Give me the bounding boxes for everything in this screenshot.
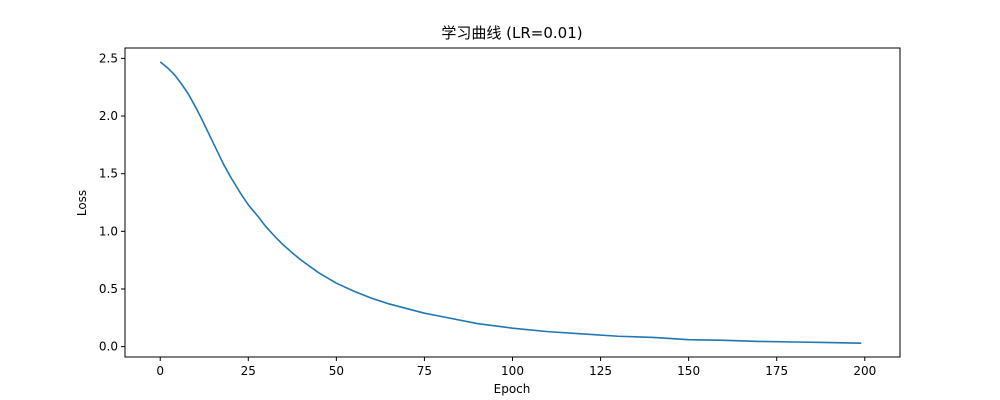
x-tick-label: 200 bbox=[853, 364, 876, 378]
x-axis-label: Epoch bbox=[494, 382, 531, 396]
x-tick-label: 25 bbox=[241, 364, 256, 378]
y-tick-label: 2.0 bbox=[99, 109, 118, 123]
x-tick-label: 175 bbox=[765, 364, 788, 378]
x-tick-label: 125 bbox=[589, 364, 612, 378]
y-tick-label: 1.5 bbox=[99, 167, 118, 181]
chart-title: 学习曲线 (LR=0.01) bbox=[441, 24, 582, 42]
x-axis: 0 25 50 75 100 125 150 175 200 bbox=[156, 357, 876, 378]
y-tick-label: 1.0 bbox=[99, 224, 118, 238]
x-tick-label: 100 bbox=[501, 364, 524, 378]
x-tick-label: 75 bbox=[417, 364, 432, 378]
x-tick-label: 50 bbox=[329, 364, 344, 378]
x-tick-label: 0 bbox=[156, 364, 164, 378]
x-tick-label: 150 bbox=[677, 364, 700, 378]
y-tick-label: 0.5 bbox=[99, 282, 118, 296]
y-tick-label: 0.0 bbox=[99, 340, 118, 354]
y-axis-label: Loss bbox=[75, 190, 89, 216]
y-tick-label: 2.5 bbox=[99, 51, 118, 65]
series-line-0 bbox=[159, 61, 862, 344]
y-axis: 0.0 0.5 1.0 1.5 2.0 2.5 bbox=[99, 51, 125, 354]
plot-frame bbox=[124, 47, 901, 358]
